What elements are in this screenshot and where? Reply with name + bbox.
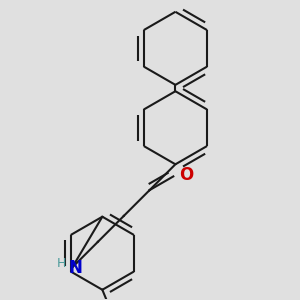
Text: O: O [179, 166, 193, 184]
Text: N: N [69, 259, 83, 277]
Text: H: H [56, 257, 66, 270]
